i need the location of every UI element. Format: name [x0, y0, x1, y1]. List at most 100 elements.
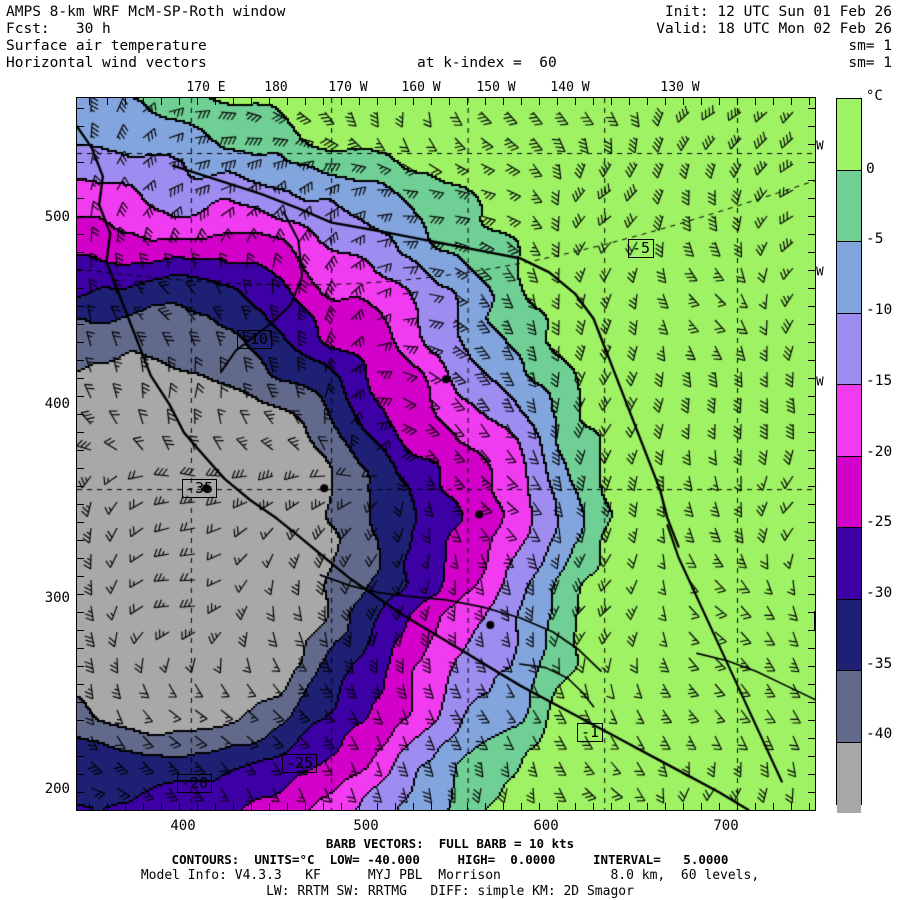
- tick-top: [143, 98, 144, 105]
- tick-bottom: [377, 803, 378, 810]
- tick-right: [808, 324, 815, 325]
- colorbar-band-1: [837, 170, 861, 242]
- tick-bottom: [809, 803, 810, 810]
- tick-right: [808, 648, 815, 649]
- tick-right: [808, 216, 815, 217]
- tick-top: [359, 98, 360, 105]
- tick-top: [557, 98, 558, 105]
- tick-right: [808, 288, 815, 289]
- tick-left: [77, 432, 84, 433]
- barb-legend: BARB VECTORS: FULL BARB = 10 kts: [325, 836, 575, 851]
- forecast-hour: Fcst: 30 h: [6, 21, 111, 37]
- colorbar-band-7: [837, 599, 861, 671]
- x-tick-label-1: 500: [353, 818, 379, 834]
- top-longitude-label-3: 160 W: [401, 80, 441, 95]
- tick-right: [808, 558, 815, 559]
- tick-bottom: [233, 803, 234, 810]
- tick-bottom: [395, 803, 396, 810]
- tick-right: [808, 612, 815, 613]
- tick-right: [808, 666, 815, 667]
- init-time: Init: 12 UTC Sun 01 Feb 26: [665, 4, 892, 20]
- tick-top: [611, 98, 612, 105]
- tick-top: [323, 98, 324, 105]
- tick-left: [77, 234, 84, 235]
- tick-right: [808, 126, 815, 127]
- smoothing-vectors: sm= 1: [848, 55, 892, 71]
- map-plot-area[interactable]: -10-35-20-25-5-10: [76, 97, 816, 811]
- tick-bottom: [413, 803, 414, 810]
- tick-right: [808, 108, 815, 109]
- tick-right: [808, 594, 815, 595]
- tick-left: [77, 378, 84, 379]
- tick-bottom: [737, 803, 738, 810]
- tick-left: [77, 630, 84, 631]
- x-tick-label-2: 600: [533, 818, 559, 834]
- tick-right: [808, 360, 815, 361]
- tick-top: [719, 98, 720, 105]
- colorbar-band-3: [837, 313, 861, 385]
- top-longitude-label-1: 180: [264, 80, 288, 95]
- smoothing-field: sm= 1: [848, 38, 892, 54]
- tick-left: [77, 198, 84, 199]
- tick-left: [77, 666, 84, 667]
- tick-top: [665, 98, 666, 105]
- tick-bottom: [431, 803, 432, 810]
- x-tick-label-0: 400: [170, 818, 196, 834]
- tick-left: [77, 576, 84, 577]
- colorbar-tick-6: -30: [866, 584, 893, 601]
- tick-left: [77, 756, 84, 757]
- tick-top: [467, 98, 468, 105]
- tick-right: [808, 576, 815, 577]
- tick-left: [77, 414, 84, 415]
- tick-top: [647, 98, 648, 105]
- tick-left: [77, 792, 84, 793]
- physics-info: LW: RRTM SW: RRTMG DIFF: simple KM: 2D S…: [266, 884, 634, 899]
- tick-right: [808, 774, 815, 775]
- tick-bottom: [125, 803, 126, 810]
- y-tick-label-1: 400: [44, 396, 70, 412]
- tick-bottom: [251, 803, 252, 810]
- y-tick-label-2: 300: [44, 590, 70, 606]
- tick-bottom: [143, 803, 144, 810]
- model-title: AMPS 8-km WRF McM-SP-Roth window: [6, 4, 286, 20]
- tick-left: [77, 288, 84, 289]
- colorbar-tick-7: -35: [866, 655, 893, 672]
- tick-left: [77, 396, 84, 397]
- tick-right: [808, 504, 815, 505]
- overlay-name: Horizontal wind vectors: [6, 55, 207, 71]
- contour-label-5: -1: [577, 723, 604, 742]
- colorbar-band-2: [837, 242, 861, 314]
- tick-left: [77, 774, 84, 775]
- tick-right: [808, 720, 815, 721]
- tick-bottom: [107, 803, 108, 810]
- tick-bottom: [665, 803, 666, 810]
- tick-top: [737, 98, 738, 105]
- contour-label-2: -20: [177, 774, 213, 793]
- tick-right: [808, 306, 815, 307]
- tick-right: [808, 432, 815, 433]
- tick-right: [808, 684, 815, 685]
- tick-top: [413, 98, 414, 105]
- tick-top: [575, 98, 576, 105]
- tick-right: [808, 234, 815, 235]
- tick-left: [77, 306, 84, 307]
- tick-top: [269, 98, 270, 105]
- tick-top: [107, 98, 108, 105]
- tick-right: [808, 738, 815, 739]
- temperature-colorbar[interactable]: [836, 98, 862, 813]
- temperature-contour-map[interactable]: [77, 98, 815, 810]
- tick-bottom: [557, 803, 558, 810]
- colorbar-band-5: [837, 456, 861, 528]
- tick-top: [161, 98, 162, 105]
- tick-left: [77, 486, 84, 487]
- colorbar-tick-4: -20: [866, 443, 893, 460]
- tick-right: [808, 468, 815, 469]
- colorbar-band-8: [837, 671, 861, 743]
- tick-left: [77, 216, 84, 217]
- tick-bottom: [359, 803, 360, 810]
- tick-top: [449, 98, 450, 105]
- contour-label-0: -10: [237, 330, 273, 349]
- tick-top: [305, 98, 306, 105]
- tick-top: [125, 98, 126, 105]
- colorbar-tick-2: -10: [866, 302, 893, 319]
